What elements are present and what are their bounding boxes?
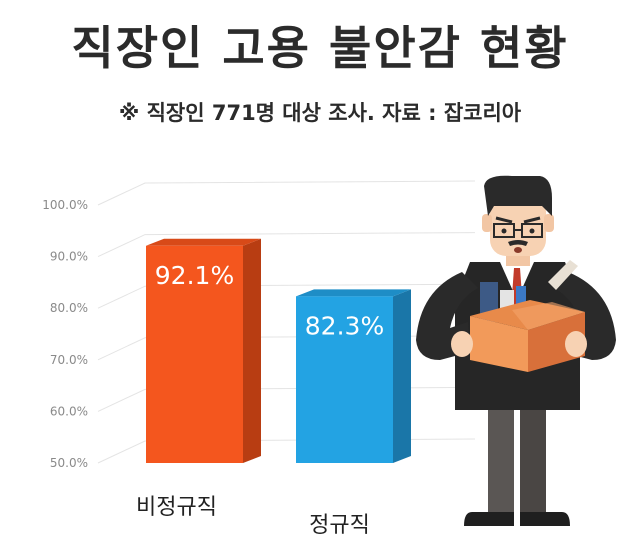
bars: 92.1% 비정규직 82.3% 정규직	[136, 238, 411, 538]
y-tick-label: 80.0%	[50, 301, 88, 315]
bar-front	[146, 245, 243, 463]
bar-top	[296, 289, 411, 297]
y-tick-label: 50.0%	[50, 456, 88, 470]
y-tick-label: 60.0%	[50, 404, 88, 418]
bar-front	[296, 296, 393, 463]
y-tick-label: 70.0%	[50, 353, 88, 367]
bar-정규직: 82.3% 정규직	[296, 289, 411, 538]
grid-line	[97, 232, 476, 258]
chart-subtitle: ※ 직장인 771명 대상 조사. 자료 : 잡코리아	[118, 101, 522, 125]
category-label: 정규직	[309, 513, 370, 538]
category-label: 비정규직	[136, 495, 217, 520]
bar-side	[393, 289, 411, 463]
data-label: 92.1%	[155, 261, 234, 290]
bar-side	[243, 238, 261, 463]
grid-line	[97, 283, 476, 309]
y-axis-ticks: 50.0% 60.0% 70.0% 80.0% 90.0% 100.0%	[42, 198, 88, 470]
y-tick-label: 100.0%	[42, 198, 88, 212]
bar-비정규직: 92.1% 비정규직	[136, 238, 261, 520]
worried-office-worker-holding-box-icon	[416, 175, 616, 526]
grid-line	[97, 180, 476, 206]
bar-top	[146, 238, 261, 246]
data-label: 82.3%	[305, 311, 384, 340]
chart-title: 직장인 고용 불안감 현황	[71, 21, 569, 75]
y-tick-label: 90.0%	[50, 250, 88, 264]
